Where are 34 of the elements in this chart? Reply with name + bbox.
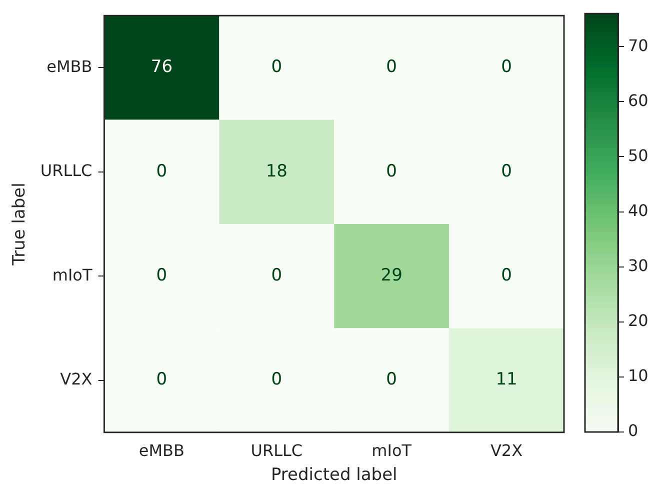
data-label: 29 bbox=[380, 266, 402, 286]
data-label: 0 bbox=[271, 370, 282, 390]
data-label: 0 bbox=[271, 57, 282, 78]
data-label: 11 bbox=[496, 370, 518, 390]
data-label: 0 bbox=[386, 57, 397, 78]
data-label: 0 bbox=[156, 161, 168, 182]
color-bar-label: 40 bbox=[628, 200, 648, 220]
y-tick-label: eMBB bbox=[46, 56, 92, 76]
color-bar-label: 50 bbox=[628, 146, 648, 165]
x-tick-label: mIoT bbox=[372, 441, 412, 460]
data-label: 0 bbox=[501, 161, 512, 182]
data-label: 0 bbox=[156, 266, 168, 286]
y-tick-label: V2X bbox=[60, 369, 92, 388]
data-label: 0 bbox=[271, 266, 282, 286]
x-tick-label: URLLC bbox=[250, 441, 303, 460]
x-tick-label: eMBB bbox=[138, 441, 185, 460]
y-tick-label: URLLC bbox=[40, 161, 92, 180]
data-label: 76 bbox=[150, 57, 173, 78]
x-axis-title: Predicted label bbox=[270, 465, 398, 486]
data-label: 0 bbox=[156, 370, 168, 390]
color-bar-label: 70 bbox=[628, 36, 648, 55]
color-bar-label: 10 bbox=[628, 366, 648, 386]
color-bar-label: 0 bbox=[628, 421, 638, 440]
color-bar-label: 30 bbox=[628, 256, 648, 275]
x-tick-label: V2X bbox=[490, 441, 523, 460]
color-bar-label: 60 bbox=[628, 90, 648, 110]
y-tick-label: mIoT bbox=[52, 265, 92, 284]
color-bar-label: 20 bbox=[628, 311, 648, 330]
data-label: 0 bbox=[501, 57, 512, 78]
y-axis-title: True label bbox=[10, 182, 30, 266]
data-label: 0 bbox=[386, 370, 397, 390]
data-label: 0 bbox=[386, 161, 397, 182]
data-label: 0 bbox=[501, 266, 512, 286]
data-label: 18 bbox=[266, 161, 288, 182]
